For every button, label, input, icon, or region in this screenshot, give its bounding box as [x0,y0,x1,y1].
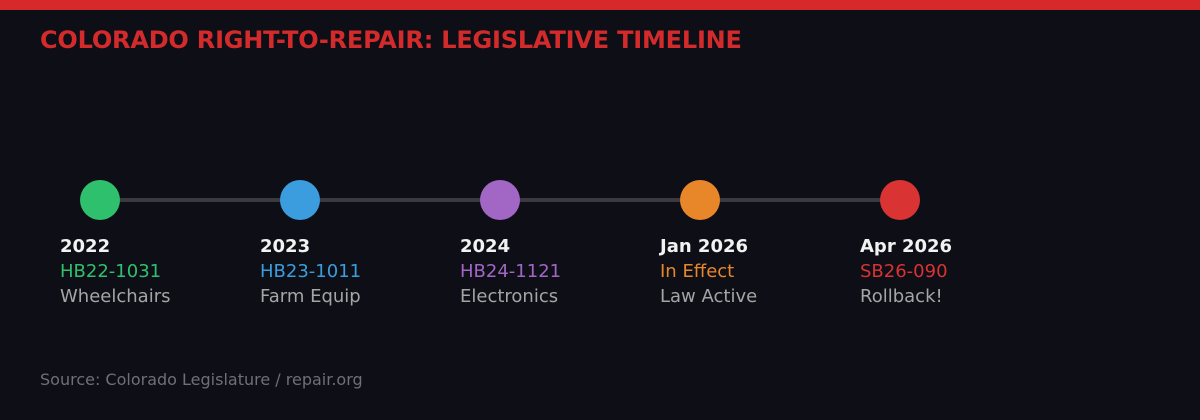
timeline-label-block: 2024 HB24-1121 Electronics [460,234,650,309]
event-bill: SB26-090 [860,261,948,282]
event-description: Rollback! [860,286,943,307]
timeline-dot [480,180,520,220]
event-bill: HB23-1011 [260,261,362,282]
top-accent-bar [0,0,1200,10]
page-title: COLORADO RIGHT-TO-REPAIR: LEGISLATIVE TI… [40,26,742,54]
timeline-label-block: Apr 2026 SB26-090 Rollback! [860,234,1050,309]
event-date: Apr 2026 [860,236,953,257]
event-description: Farm Equip [260,286,361,307]
source-attribution: Source: Colorado Legislature / repair.or… [40,370,363,389]
timeline-dot [280,180,320,220]
event-bill: HB22-1031 [60,261,162,282]
event-date: 2024 [460,236,511,257]
event-description: Law Active [660,286,758,307]
timeline-label-block: 2023 HB23-1011 Farm Equip [260,234,450,309]
event-description: Wheelchairs [60,286,171,307]
event-date: 2023 [260,236,311,257]
timeline-dot [80,180,120,220]
timeline-label-block: Jan 2026 In Effect Law Active [660,234,850,309]
event-bill: HB24-1121 [460,261,562,282]
event-description: Electronics [460,286,559,307]
event-bill: In Effect [660,261,735,282]
timeline-label-block: 2022 HB22-1031 Wheelchairs [60,234,250,309]
event-date: Jan 2026 [660,236,749,257]
event-date: 2022 [60,236,111,257]
timeline-dot [680,180,720,220]
timeline-dot [880,180,920,220]
